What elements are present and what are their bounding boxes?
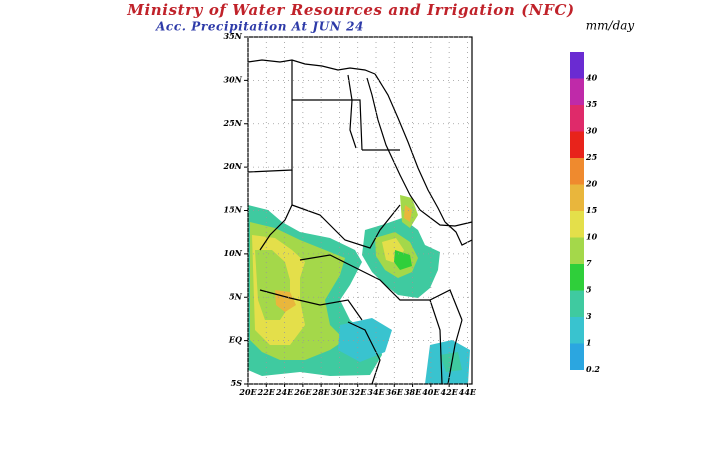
y-tick-label: 20N [223, 161, 243, 171]
y-tick-label: 35N [224, 31, 243, 41]
colorbar-segment [570, 211, 584, 238]
colorbar-label: 1 [586, 338, 592, 348]
colorbar-label: 25 [585, 152, 598, 162]
y-tick-label: 10N [224, 248, 243, 258]
y-tick-label: 5S [231, 378, 243, 388]
colorbar-segment [570, 343, 584, 370]
x-tick-label: 22E [257, 387, 276, 397]
colorbar-segment [570, 158, 584, 185]
x-tick-label: 20E [238, 387, 257, 397]
x-tick-label: 30E [331, 387, 349, 397]
x-tick-label: 28E [312, 387, 331, 397]
colorbar-segment [570, 264, 584, 291]
y-tick-label: 5N [229, 291, 243, 301]
colorbar-label: 40 [586, 73, 598, 83]
x-tick-label: 38E [404, 387, 422, 397]
colorbar-segment [570, 237, 584, 264]
colorbar-segment [570, 105, 584, 132]
x-tick-label: 42E [441, 387, 459, 397]
subtitle: Acc. Precipitation At JUN 24 [155, 20, 364, 34]
y-tick-label: 30N [224, 74, 243, 84]
colorbar-label: 5 [586, 285, 592, 295]
x-tick-label: 36E [386, 387, 404, 397]
y-tick-label: 25N [223, 118, 243, 128]
colorbar-label: 30 [586, 126, 598, 136]
colorbar-segment [570, 52, 584, 79]
y-tick-label: EQ [228, 335, 242, 345]
colorbar-label: 7 [586, 258, 592, 268]
x-tick-label: 26E [293, 387, 312, 397]
colorbar-segment [570, 290, 584, 317]
x-tick-label: 34E [367, 387, 385, 397]
colorbar-label: 15 [586, 205, 598, 215]
units: mm/day [586, 19, 635, 33]
colorbar-segment [570, 317, 584, 344]
title: Ministry of Water Resources and Irrigati… [126, 1, 574, 19]
x-tick-label: 32E [349, 387, 367, 397]
colorbar-label: 0.2 [586, 364, 600, 374]
y-tick-label: 15N [224, 205, 243, 215]
x-tick-label: 24E [275, 387, 294, 397]
colorbar-label: 10 [586, 232, 598, 242]
x-tick-label: 44E [459, 387, 477, 397]
colorbar-label: 20 [585, 179, 598, 189]
colorbar-label: 3 [586, 311, 592, 321]
colorbar-segment [570, 184, 584, 211]
colorbar-segment [570, 78, 584, 105]
colorbar-segment [570, 131, 584, 158]
colorbar-label: 35 [586, 99, 598, 109]
map [247, 36, 473, 385]
borders [247, 59, 473, 385]
x-tick-label: 40E [422, 387, 440, 397]
